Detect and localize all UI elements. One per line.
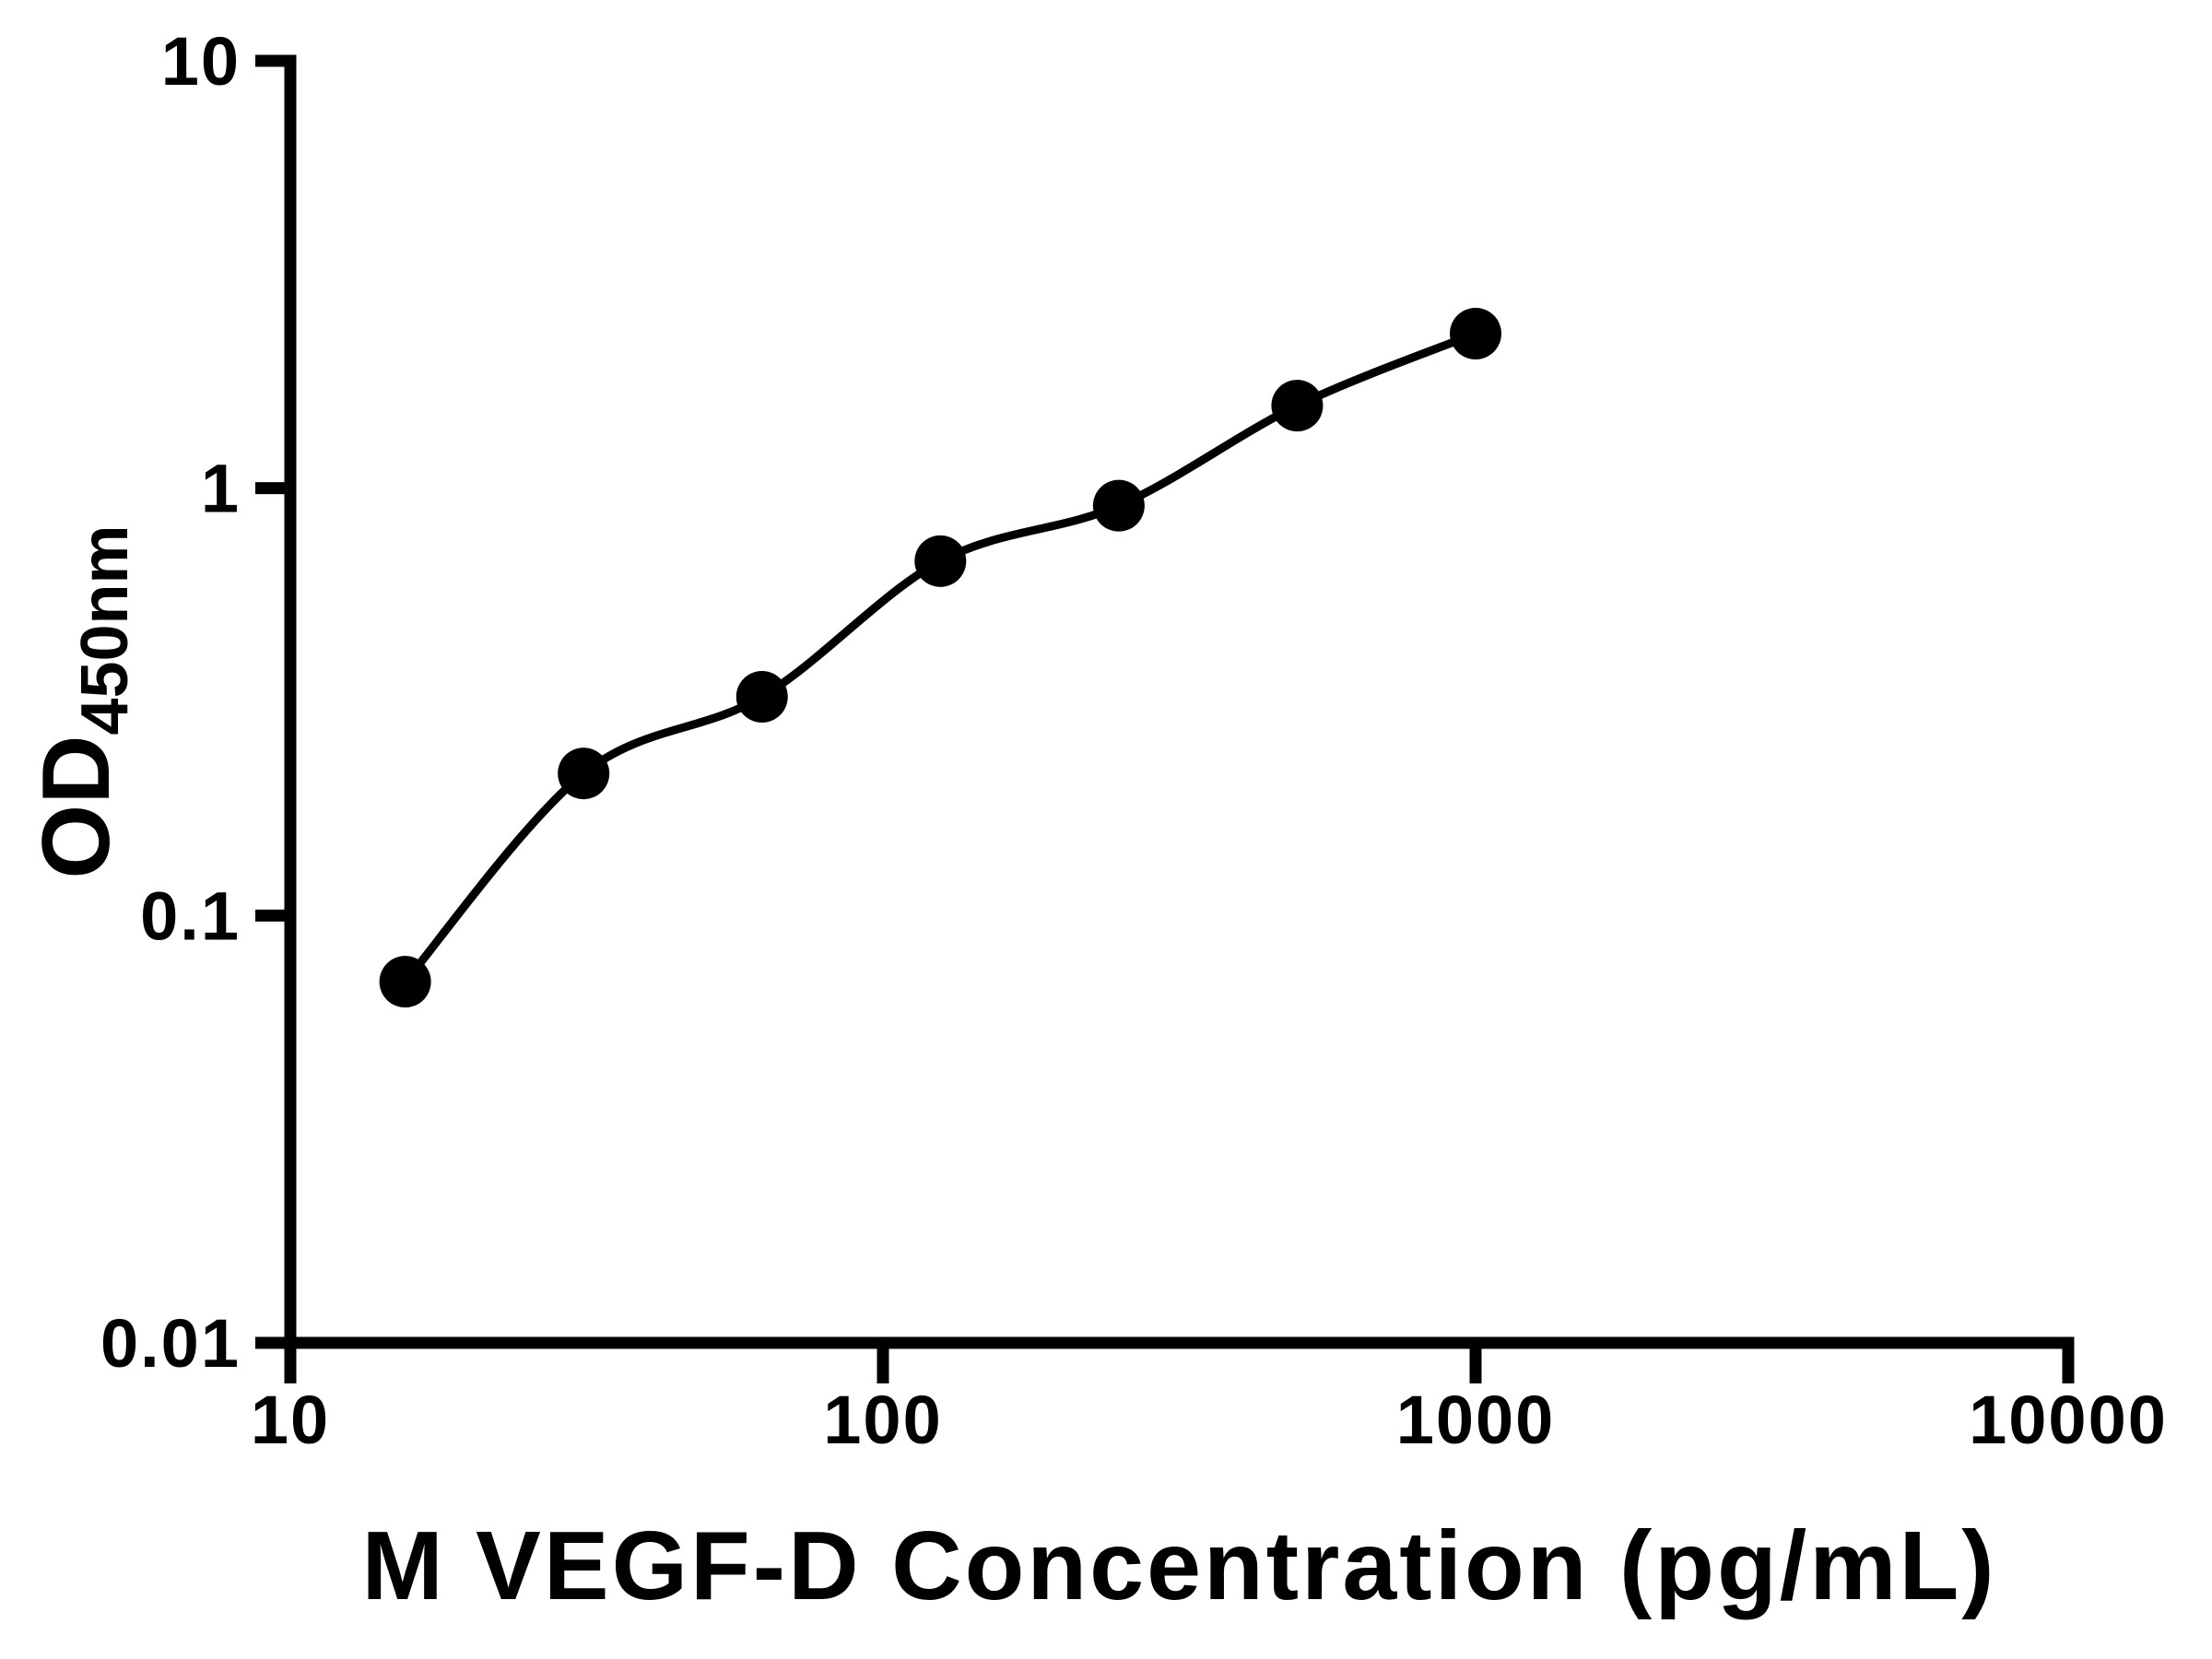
y-axis-title-subscript: 450nm — [68, 524, 142, 735]
y-tick-label: 10 — [161, 23, 241, 100]
x-axis-title: M VEGF-D Concentration (pg/mL) — [361, 1512, 1996, 1620]
data-point-marker — [379, 956, 431, 1008]
x-tick-label: 100 — [823, 1382, 942, 1458]
y-tick-label: 0.1 — [140, 877, 241, 954]
y-axis-title: OD450nm — [23, 524, 142, 878]
y-axis-title-main: OD — [23, 735, 130, 879]
data-point-marker — [1092, 479, 1145, 532]
x-tick-label: 1000 — [1396, 1382, 1556, 1458]
data-point-marker — [735, 670, 788, 723]
x-tick-label: 10 — [251, 1382, 330, 1458]
data-point-marker — [558, 747, 610, 800]
y-tick-label: 1 — [201, 451, 241, 527]
y-tick-label: 0.01 — [100, 1305, 241, 1382]
x-tick-label: 10000 — [1969, 1382, 2168, 1458]
data-point-marker — [1450, 307, 1501, 359]
data-point-marker — [914, 535, 967, 587]
data-point-marker — [1271, 380, 1324, 432]
